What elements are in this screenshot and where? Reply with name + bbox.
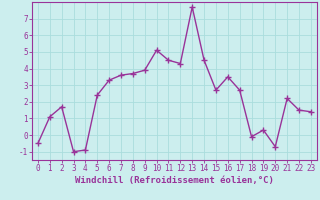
- X-axis label: Windchill (Refroidissement éolien,°C): Windchill (Refroidissement éolien,°C): [75, 176, 274, 185]
